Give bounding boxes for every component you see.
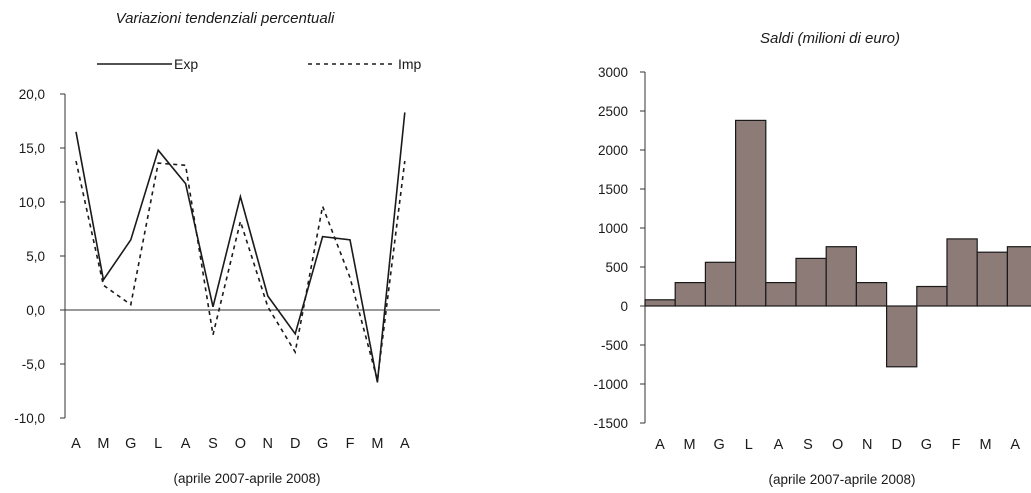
bar <box>1006 246 1031 307</box>
x-tick-label: D <box>290 436 300 452</box>
x-tick-label: L <box>154 436 162 452</box>
x-tick-label: G <box>714 437 725 453</box>
y-tick-label: -5,0 <box>22 357 45 372</box>
x-tick-label: M <box>97 436 109 452</box>
legend-imp-label: Imp <box>398 56 422 72</box>
y-tick-label: 2500 <box>598 104 628 119</box>
bars-group <box>644 119 1031 368</box>
y-tick-label: 2000 <box>598 143 628 158</box>
x-tick-label: A <box>181 436 191 452</box>
x-tick-label: A <box>400 436 410 452</box>
bar <box>855 282 888 307</box>
x-tick-label: A <box>71 436 81 452</box>
bar <box>885 305 918 368</box>
x-tick-label: M <box>371 436 383 452</box>
series-line-imp <box>75 160 406 381</box>
x-tick-label: F <box>952 437 961 453</box>
x-tick-label: S <box>208 436 218 452</box>
x-tick-label: G <box>125 436 136 452</box>
x-tick-label: G <box>921 437 932 453</box>
y-tick-label: 0 <box>620 299 628 314</box>
bar-chart: Saldi (milioni di euro) 3000 2500 2000 1500… <box>593 30 1031 487</box>
y-tick-label: 15,0 <box>19 141 45 156</box>
x-tick-label: A <box>774 437 784 453</box>
x-tick-label: M <box>980 437 992 453</box>
x-tick-label: F <box>346 436 355 452</box>
bar <box>704 261 737 307</box>
x-tick-label: N <box>263 436 273 452</box>
bar-chart-xlabel: (aprile 2007-aprile 2008) <box>768 472 915 487</box>
x-tick-label: O <box>832 437 843 453</box>
y-tick-label: 1500 <box>598 182 628 197</box>
x-tick-label: A <box>1010 437 1020 453</box>
bar <box>825 246 858 307</box>
y-tick-label: -1000 <box>593 377 628 392</box>
x-tick-label: O <box>235 436 246 452</box>
bar-chart-title: Saldi (milioni di euro) <box>760 30 900 47</box>
x-tick-label: S <box>803 437 813 453</box>
y-tick-label: -10,0 <box>14 411 45 426</box>
y-axis: 20,0 15,0 10,0 5,0 0,0 -5,0 -10,0 <box>14 87 440 426</box>
line-chart-title: Variazioni tendenziali percentuali <box>116 10 335 27</box>
bar <box>946 238 978 307</box>
bar <box>644 299 676 307</box>
y-tick-label: 10,0 <box>19 195 45 210</box>
legend: Exp Imp <box>97 56 422 72</box>
legend-exp-label: Exp <box>174 56 198 72</box>
y-tick-label: 3000 <box>598 65 628 80</box>
bar <box>976 251 1009 307</box>
series-line-exp <box>75 112 406 383</box>
x-tick-label: M <box>684 437 696 453</box>
series-group <box>75 112 406 383</box>
y-tick-label: -500 <box>601 338 628 353</box>
x-tick-label: L <box>745 437 753 453</box>
line-chart-xlabel: (aprile 2007-aprile 2008) <box>173 471 320 486</box>
bar <box>765 282 797 307</box>
y-tick-label: -1500 <box>593 416 628 431</box>
bar <box>916 285 948 307</box>
x-tick-label: G <box>317 436 328 452</box>
bar <box>674 282 707 307</box>
bar <box>734 119 767 307</box>
x-tick-label: D <box>892 437 902 453</box>
y-tick-label: 0,0 <box>26 303 45 318</box>
bar <box>795 257 827 307</box>
line-chart: Variazioni tendenziali percentuali Exp I… <box>14 10 440 486</box>
y-tick-label: 1000 <box>598 221 628 236</box>
y-tick-label: 20,0 <box>19 87 45 102</box>
y-tick-label: 5,0 <box>26 249 45 264</box>
y-tick-label: 500 <box>605 260 628 275</box>
x-tick-label: N <box>862 437 872 453</box>
x-tick-label: A <box>655 437 665 453</box>
